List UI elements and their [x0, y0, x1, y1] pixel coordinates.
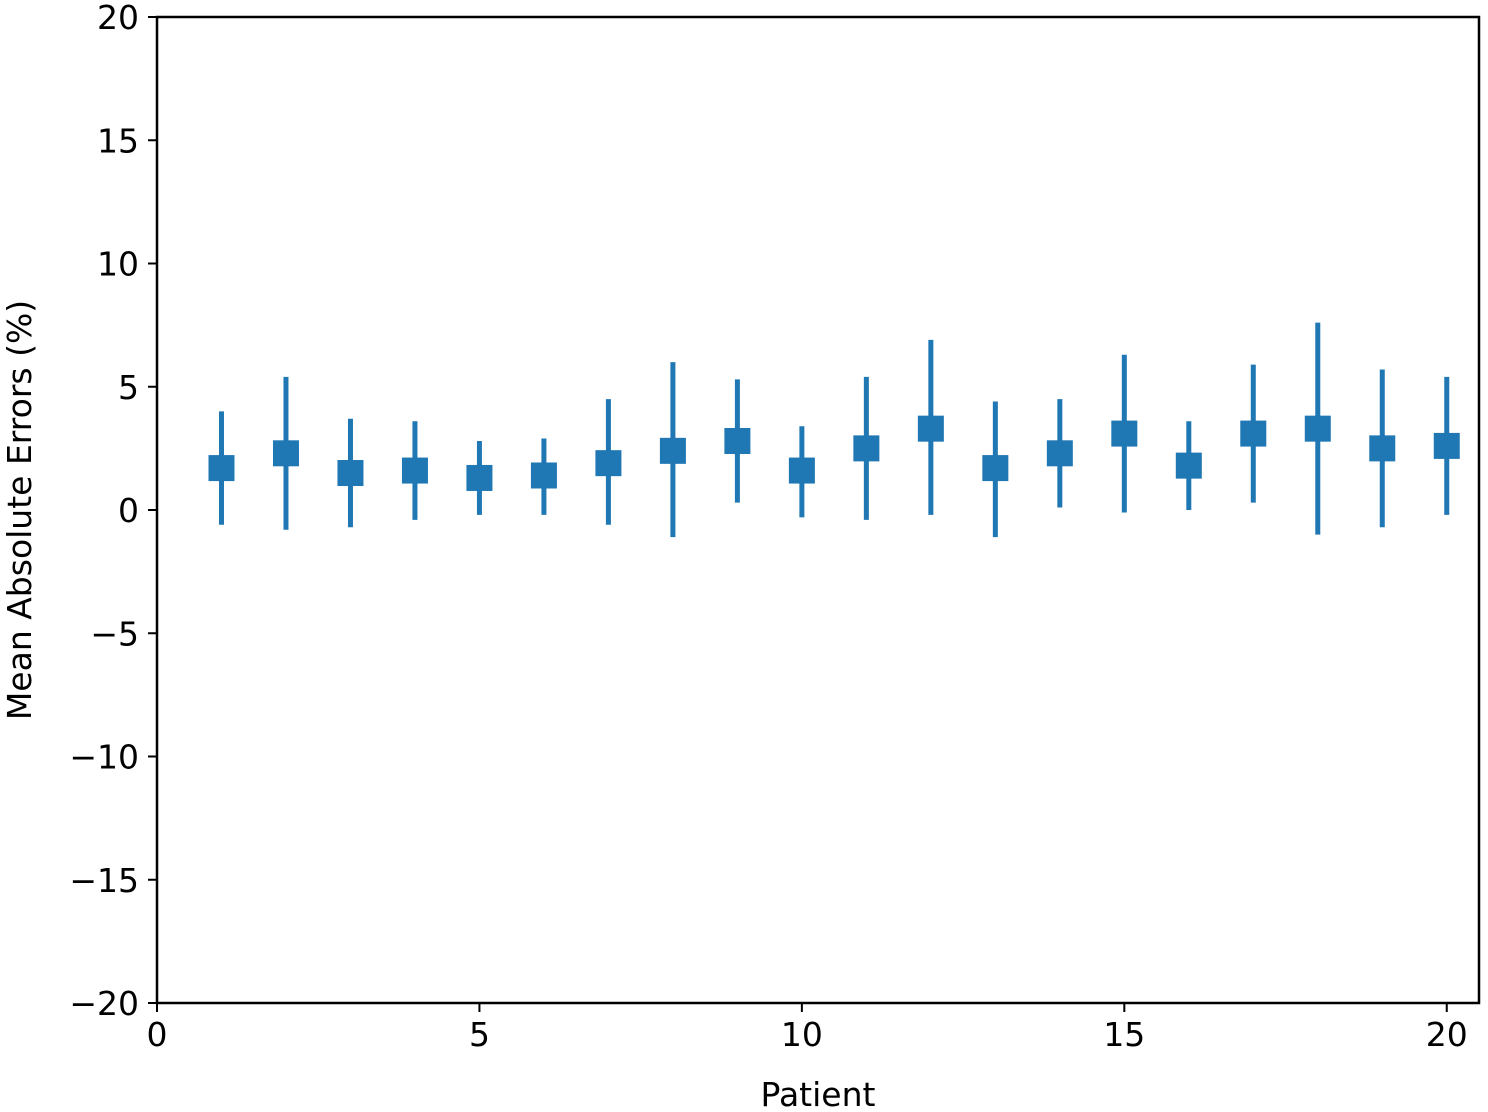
x-axis-label: Patient — [761, 1075, 876, 1112]
plot-area-frame — [155, 15, 1481, 1005]
y-tick-label: −5 — [90, 614, 139, 653]
square-marker — [1175, 452, 1202, 479]
y-tick-label: −15 — [69, 861, 139, 900]
data-point-patient-20 — [1433, 376, 1460, 515]
square-marker — [208, 455, 235, 482]
data-point-patient-9 — [724, 379, 751, 503]
data-point-patient-4 — [401, 421, 428, 520]
square-marker — [595, 450, 622, 477]
data-point-patient-3 — [337, 418, 364, 528]
x-tick: 5 — [469, 1003, 490, 1054]
y-tick-label: 10 — [97, 245, 139, 284]
x-tick-label: 20 — [1426, 1015, 1468, 1054]
y-tick: 0 — [118, 491, 157, 530]
x-tick-label: 10 — [781, 1015, 823, 1054]
data-point-patient-10 — [788, 426, 815, 518]
x-tick: 20 — [1426, 1003, 1468, 1054]
y-tick: 15 — [97, 121, 157, 160]
data-point-patient-17 — [1240, 364, 1267, 503]
square-marker — [1046, 440, 1073, 467]
square-marker — [1304, 415, 1331, 442]
data-marks — [208, 322, 1460, 538]
square-marker — [401, 457, 428, 484]
square-marker — [466, 464, 493, 491]
data-point-patient-8 — [659, 362, 686, 538]
square-marker — [659, 437, 686, 464]
data-point-patient-12 — [917, 339, 944, 515]
square-marker — [530, 462, 557, 489]
square-marker — [1369, 435, 1396, 462]
data-point-patient-13 — [982, 401, 1009, 538]
y-axis-label: Mean Absolute Errors (%) — [0, 300, 39, 720]
y-tick-label: −20 — [69, 984, 139, 1023]
square-marker — [917, 415, 944, 442]
data-point-patient-16 — [1175, 421, 1202, 510]
data-point-patient-2 — [272, 376, 299, 530]
x-tick: 10 — [781, 1003, 823, 1054]
x-tick-label: 0 — [147, 1015, 168, 1054]
square-marker — [1111, 420, 1138, 447]
data-point-patient-14 — [1046, 399, 1073, 508]
data-point-patient-18 — [1304, 322, 1331, 535]
square-marker — [272, 440, 299, 467]
square-marker — [982, 455, 1009, 482]
data-point-patient-1 — [208, 411, 235, 525]
square-marker — [853, 435, 880, 462]
data-point-patient-7 — [595, 399, 622, 525]
data-point-patient-5 — [466, 440, 493, 515]
x-axis-ticks: 0 5 10 15 20 — [147, 1003, 1468, 1054]
data-point-patient-19 — [1369, 369, 1396, 528]
y-tick: 10 — [97, 245, 157, 284]
y-tick-label: 0 — [118, 491, 139, 530]
y-tick: −15 — [69, 861, 157, 900]
y-axis-ticks: −20 −15 −10 −5 0 5 10 15 20 — [69, 0, 157, 1023]
y-tick-label: 5 — [118, 368, 139, 407]
y-tick: −5 — [90, 614, 157, 653]
square-marker — [337, 460, 364, 487]
y-tick: −20 — [69, 984, 157, 1023]
x-tick: 0 — [147, 1003, 168, 1054]
x-tick-label: 5 — [469, 1015, 490, 1054]
data-point-patient-15 — [1111, 354, 1138, 513]
x-tick: 15 — [1103, 1003, 1145, 1054]
data-point-patient-11 — [853, 376, 880, 520]
square-marker — [1240, 420, 1267, 447]
x-tick-label: 15 — [1103, 1015, 1145, 1054]
square-marker — [788, 457, 815, 484]
y-tick-label: −10 — [69, 738, 139, 777]
square-marker — [1433, 432, 1460, 459]
y-tick: 5 — [118, 368, 157, 407]
y-tick: −10 — [69, 738, 157, 777]
y-tick-label: 15 — [97, 121, 139, 160]
y-tick: 20 — [97, 0, 157, 37]
data-point-patient-6 — [530, 438, 557, 515]
square-marker — [724, 427, 751, 454]
y-tick-label: 20 — [97, 0, 139, 37]
